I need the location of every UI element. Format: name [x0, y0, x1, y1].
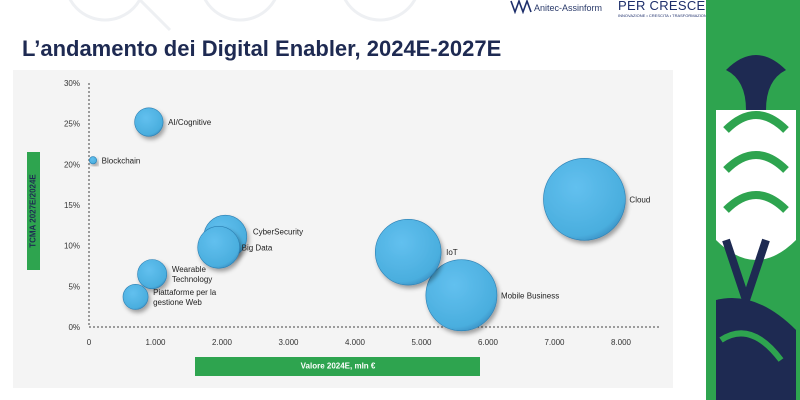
x-tick-label: 1.000 — [145, 338, 166, 347]
x-tick-label: 0 — [87, 338, 92, 347]
per-crescere-tagline: INNOVAZIONE • CRESCITA • TRASFORMAZIONE — [618, 13, 710, 18]
bubble-cloud — [543, 158, 626, 241]
bubble-mobile-business — [425, 259, 498, 332]
bubble-big-data — [197, 226, 240, 269]
x-tick-label: 4.000 — [345, 338, 366, 347]
x-tick-label: 5.000 — [411, 338, 432, 347]
y-axis-label-box — [27, 152, 40, 270]
bubbles — [89, 107, 626, 332]
x-axis-label: Valore 2024E, mln € — [300, 361, 376, 371]
anitec-logo-icon — [510, 0, 532, 14]
bubble-label-iot: IoT — [446, 248, 458, 257]
y-tick-label: 15% — [64, 201, 80, 210]
x-axis-label-box — [195, 357, 480, 376]
bubble-label-blockchain: Blockchain — [102, 156, 141, 165]
x-tick-label: 7.000 — [544, 338, 565, 347]
bubble-iot — [374, 218, 442, 286]
bubble-label-mobile-business: Mobile Business — [501, 291, 559, 300]
bubble-label-cybersecurity: CyberSecurity — [253, 228, 303, 237]
anitec-logo-text: Anitec-Assinform — [534, 3, 603, 13]
bubble-wearable-technology — [137, 259, 168, 290]
y-tick-label: 25% — [64, 120, 80, 129]
y-tick-label: 5% — [68, 282, 80, 291]
x-tick-label: 3.000 — [278, 338, 299, 347]
axes: 0 1.000 2.000 3.000 4.000 5.000 6.000 7.000 8.00… — [64, 79, 660, 347]
bubble-label-ai-cognitive: AI/Cognitive — [168, 118, 212, 127]
bubble-label-big-data: Big Data — [242, 243, 273, 252]
bubble-label-piattaforme-per-la-gestione-web: Piattaforme per la gestione Web — [153, 288, 217, 307]
y-axis-label: TCMA 2027E/2024E — [28, 174, 38, 248]
y-tick-label: 0% — [68, 323, 80, 332]
y-tick-label: 30% — [64, 79, 80, 88]
bubble-piattaforme-per-la-gestione-web — [122, 284, 149, 310]
per-crescere-text: PER CRESCERE — [618, 0, 725, 13]
bubble-blockchain — [89, 156, 97, 165]
y-tick-label: 20% — [64, 160, 80, 169]
decorative-brand-band — [706, 0, 800, 400]
page-title: L’andamento dei Digital Enabler, 2024E-2… — [22, 36, 502, 61]
y-tick-label: 10% — [64, 242, 80, 251]
x-tick-label: 8.000 — [611, 338, 632, 347]
anitec-logo: Anitec-Assinform — [510, 0, 620, 20]
bubble-labels: Blockchain AI/Cognitive Piattaforme per la… — [102, 118, 651, 307]
bubble-ai-cognitive — [134, 107, 164, 137]
bubble-label-wearable-technology: Wearable Technology — [172, 265, 212, 284]
bubble-label-cloud: Cloud — [629, 195, 650, 204]
x-tick-label: 6.000 — [478, 338, 499, 347]
x-tick-label: 2.000 — [212, 338, 233, 347]
per-crescere-logo: PER CRESCERE INNOVAZIONE • CRESCITA • TR… — [618, 0, 724, 24]
